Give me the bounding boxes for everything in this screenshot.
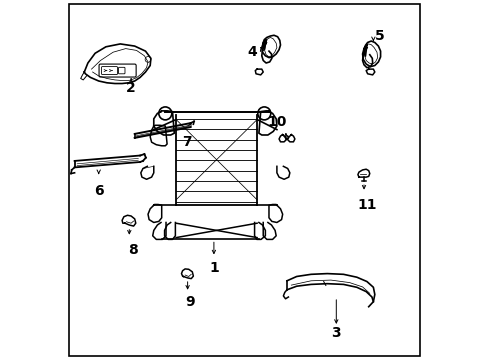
Text: 11: 11	[356, 198, 376, 212]
Text: 3: 3	[331, 326, 341, 340]
Text: 7: 7	[182, 135, 191, 149]
Text: 9: 9	[185, 296, 195, 309]
Text: 1: 1	[208, 261, 218, 275]
Text: 5: 5	[374, 29, 384, 43]
Text: 6: 6	[94, 184, 103, 198]
Text: 10: 10	[266, 116, 286, 129]
FancyBboxPatch shape	[99, 64, 136, 77]
Text: 8: 8	[128, 243, 138, 257]
Text: 2: 2	[126, 81, 136, 95]
Text: 4: 4	[247, 45, 257, 59]
